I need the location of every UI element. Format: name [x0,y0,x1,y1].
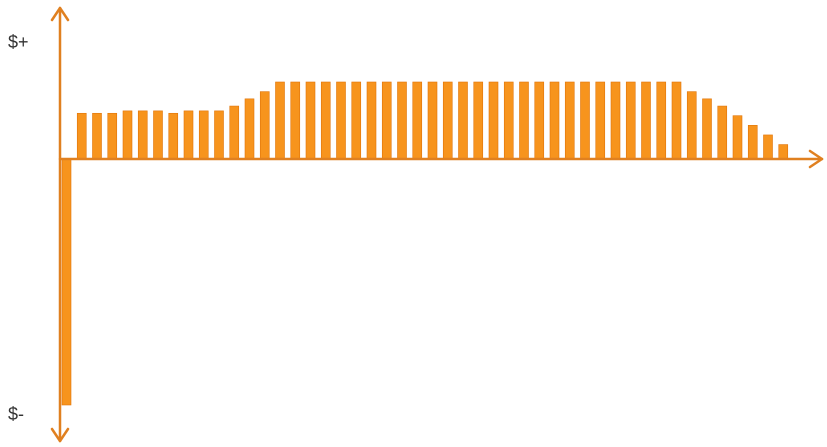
bar [321,82,330,159]
bar [626,82,635,159]
bar [748,125,757,159]
bar [687,92,696,159]
bar [764,135,773,159]
bar [550,82,559,159]
bar [276,82,285,159]
bar [352,82,361,159]
bar [93,113,102,159]
bar [138,111,147,159]
bar [474,82,483,159]
bar [337,82,346,159]
bar [215,111,224,159]
bar [718,106,727,159]
bar [642,82,651,159]
bar [306,82,315,159]
bar [230,106,239,159]
bar [657,82,666,159]
bar [382,82,391,159]
bar [459,82,468,159]
bar [245,99,254,159]
bar [108,113,117,159]
bar [398,82,407,159]
bar [565,82,574,159]
bar [611,82,620,159]
axes-group [52,8,822,441]
bar [62,159,71,405]
bar [413,82,422,159]
bar [199,111,208,159]
bar [733,116,742,159]
bar [428,82,437,159]
bar [169,113,178,159]
bar [535,82,544,159]
bar [291,82,300,159]
bar [154,111,163,159]
bar [520,82,529,159]
bar [504,82,513,159]
y-axis-negative-label: $- [8,404,24,424]
bars-group [62,82,788,405]
bar [581,82,590,159]
bar [703,99,712,159]
bar [489,82,498,159]
bar [672,82,681,159]
bar [77,113,86,159]
bar [443,82,452,159]
bar [596,82,605,159]
bar [184,111,193,159]
bar [123,111,132,159]
bar [779,145,788,159]
bar [367,82,376,159]
y-axis-positive-label: $+ [8,32,29,52]
bar [260,92,269,159]
